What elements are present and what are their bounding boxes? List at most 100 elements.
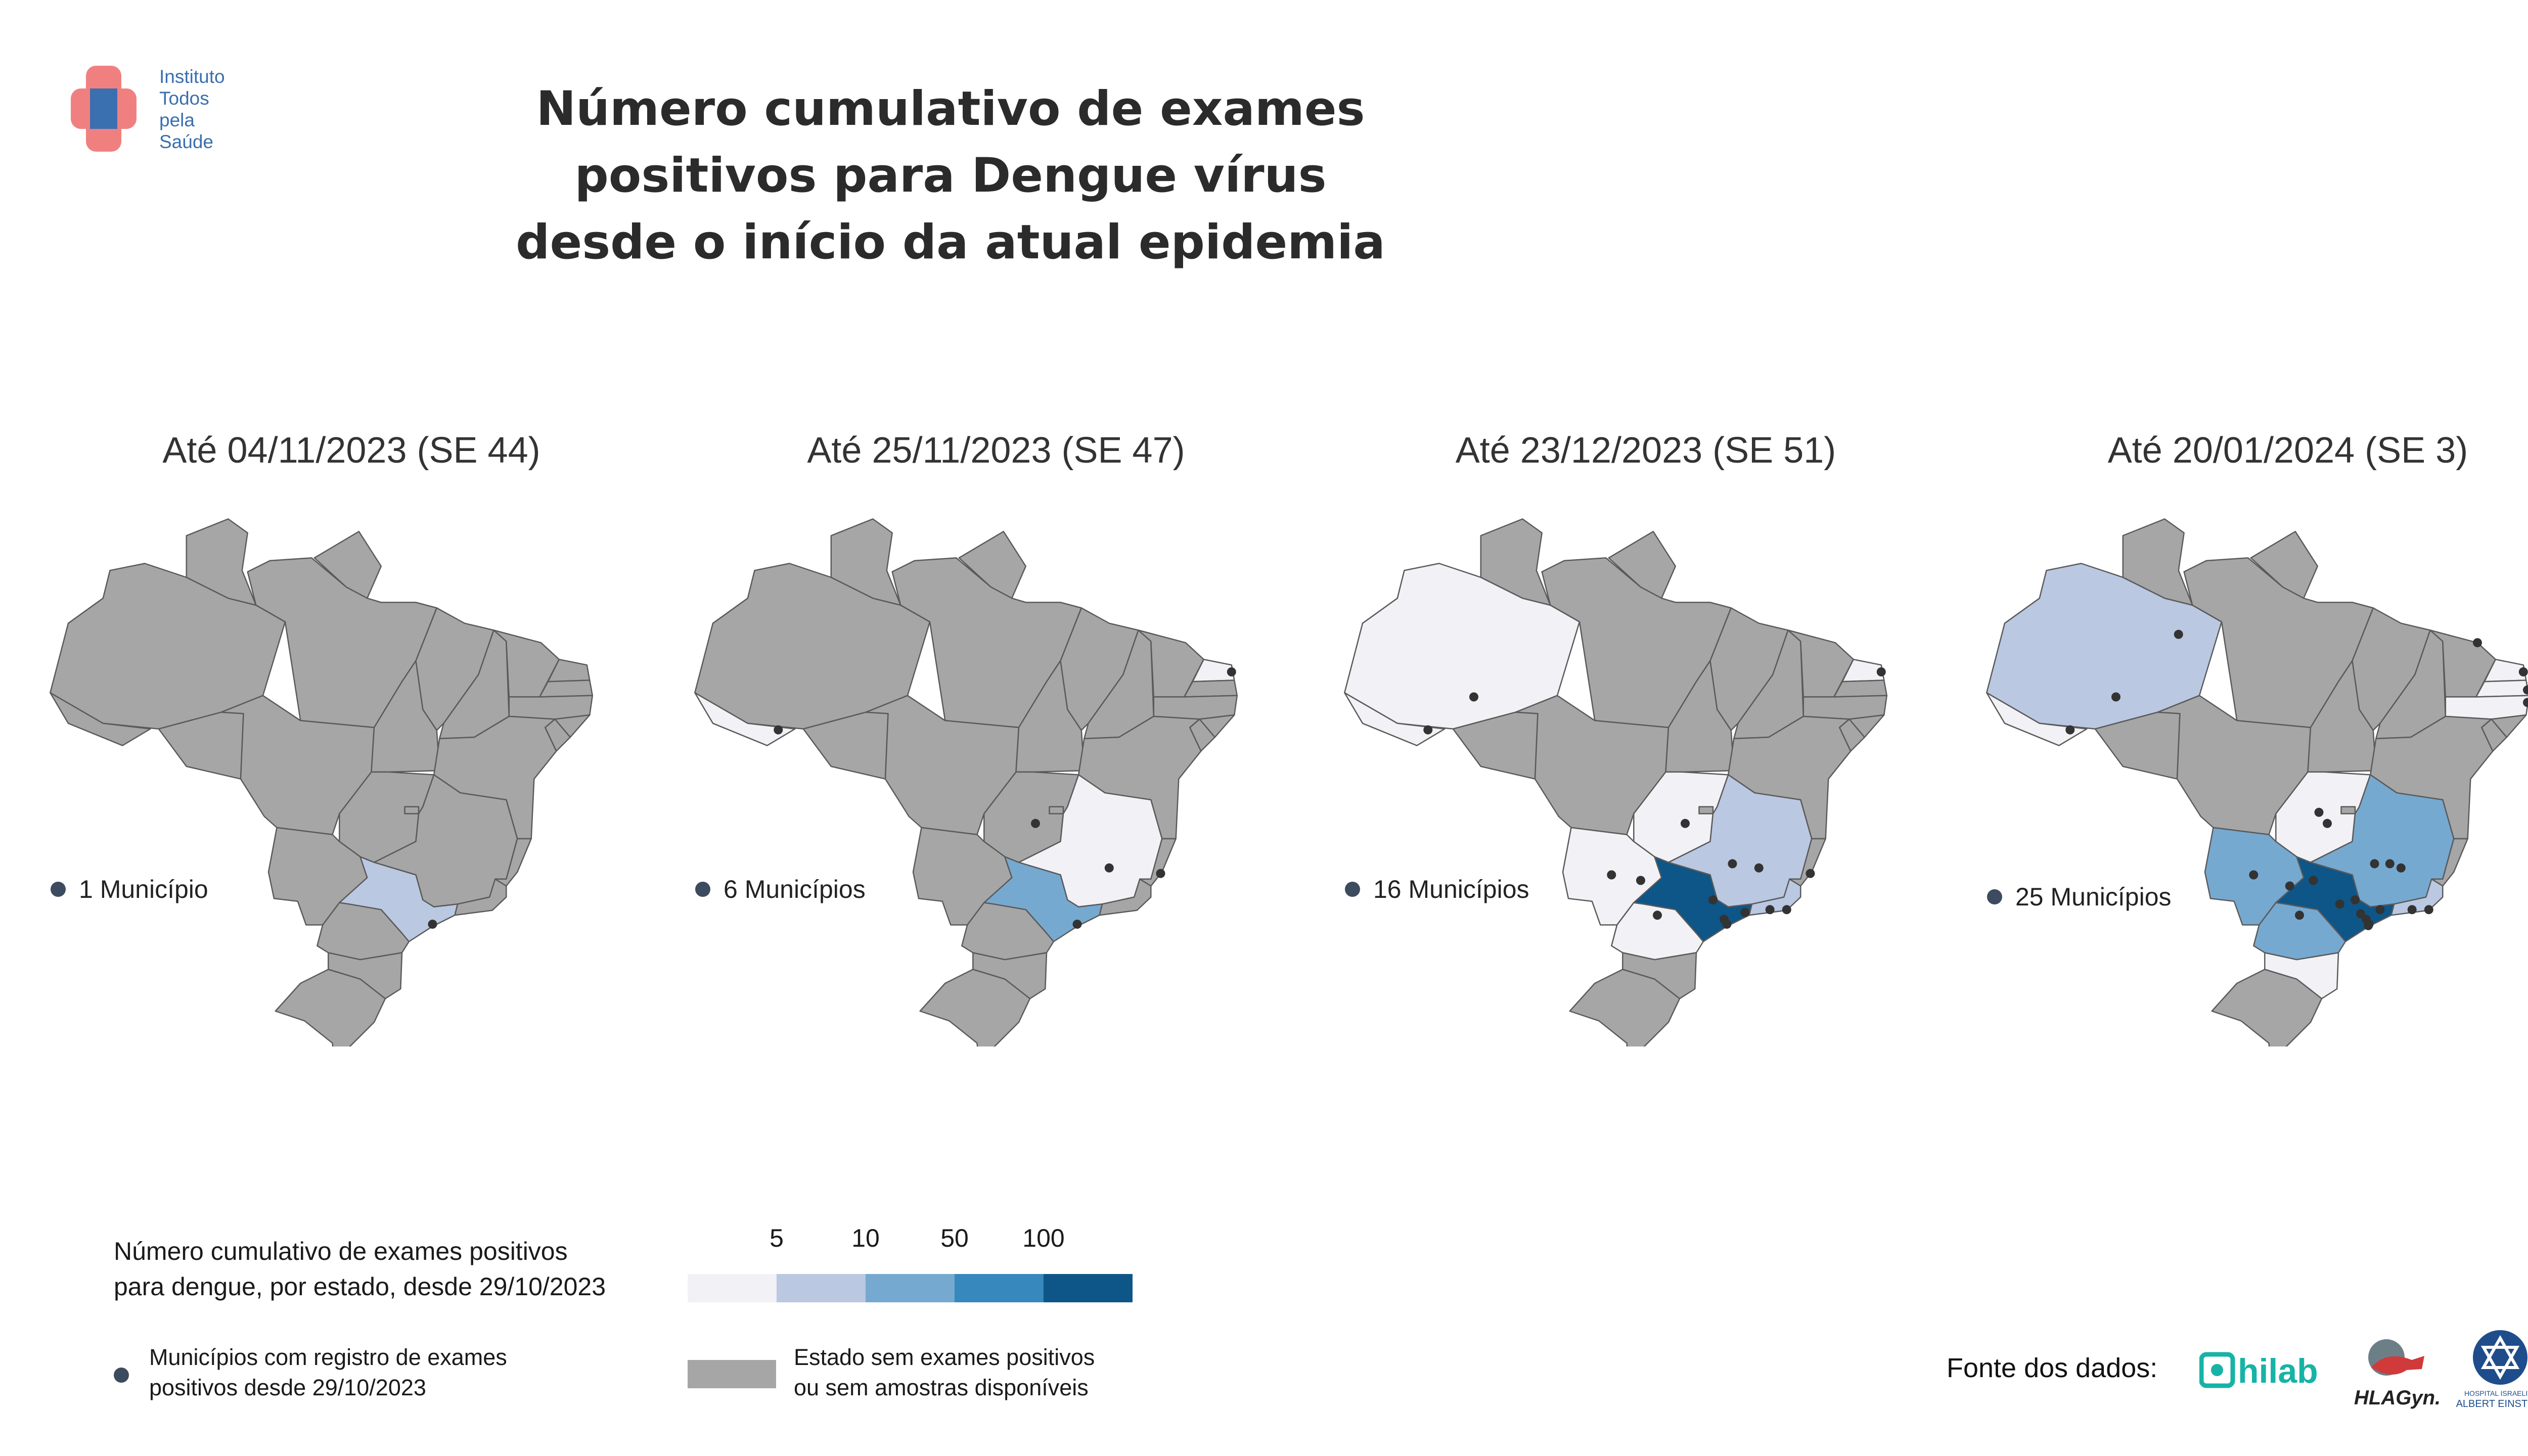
einstein-logo-line-1: HOSPITAL ISRAELITA [2464,1389,2528,1397]
color-scale-swatch-2 [777,1274,866,1302]
hlagyn-logo: HLAGyn. [2354,1339,2441,1409]
state-mt [865,695,1020,836]
legend-ticks: 5 10 50 100 [688,1223,1133,1259]
todos-pela-saude-logo: Instituto Todos pela Saúde [71,66,313,162]
municipios-count: 16 Municípios [1345,875,1529,904]
municipality-dot-icon [695,881,710,897]
color-scale-swatch-4 [955,1274,1044,1302]
municipios-label: 16 Municípios [1373,875,1529,903]
state-mt [1515,695,1669,836]
municipality-dot [1469,692,1478,702]
municipality-dot [2396,863,2406,873]
logo-word-2: Todos [159,88,209,109]
municipality-dot-icon [114,1368,129,1383]
state-rr [1480,518,1551,606]
map-panel-se44: Até 04/11/2023 (SE 44) 1 Município [30,420,672,1046]
cross-logo-icon [71,66,137,152]
no-data-swatch [688,1360,776,1388]
municipality-dot [1636,876,1645,885]
municipality-dot [1728,859,1737,869]
legend-no-data-text: Estado sem exames positivos ou sem amost… [794,1342,1249,1403]
state-ac [1986,692,2088,746]
logo-word-3: pela [159,110,195,130]
legend-title-line-1: Número cumulativo de exames positivos [114,1237,568,1265]
state-pb [539,679,594,698]
state-mt [220,695,375,836]
municipality-dot [2174,629,2183,639]
title-line-2: desde o início da atual epidemia [516,215,1385,270]
page-title: Número cumulativo de exames positivos pa… [455,76,1446,276]
municipality-dot [2523,685,2528,695]
legend-tick: 10 [851,1224,880,1252]
legend-tick: 100 [1022,1224,1065,1252]
brazil-map [1986,518,2528,1046]
color-scale-swatch-5 [1044,1274,1133,1302]
legend-no-data-line-1: Estado sem exames positivos [794,1344,1095,1370]
municipality-dot [2407,905,2417,915]
municipality-dot [2111,692,2120,702]
municipality-dot [2364,921,2373,930]
municipality-dot [1031,818,1040,828]
municipality-dot [1876,667,1886,676]
municipality-dot-icon [1345,881,1360,897]
legend-title: Número cumulativo de exames positivos pa… [114,1234,670,1304]
municipality-dot [1782,905,1791,915]
municipality-dot [1754,863,1764,873]
municipality-dot [2335,899,2344,909]
source-label: Fonte dos dados: [1947,1353,2158,1383]
state-pe [2445,695,2528,720]
municipality-dot [2385,859,2395,869]
panel-title: Até 20/01/2024 (SE 3) [2107,430,2468,471]
municipios-count: 1 Município [51,875,208,904]
municipality-dot [2351,895,2360,904]
state-rs [1569,969,1681,1046]
state-mt [2157,695,2312,836]
panel-title: Até 25/11/2023 (SE 47) [807,430,1185,471]
municipality-dot [774,725,783,735]
municipality-dot [1072,920,1082,929]
state-rs [275,969,386,1046]
municipality-dot-icon [1987,889,2002,904]
logo-wordmark: Instituto Todos pela Saúde [159,66,225,153]
hlagyn-logo-text: HLAGyn. [2354,1387,2441,1409]
municipality-dot [2375,905,2385,915]
municipality-dot [2518,667,2528,676]
title-line-1: Número cumulativo de exames positivos pa… [536,81,1365,203]
panel-title: Até 23/12/2023 (SE 51) [1455,430,1836,471]
municipality-dot [2473,638,2482,648]
municipios-count: 6 Municípios [695,875,866,904]
state-df [1049,806,1064,814]
municipality-dot [2370,859,2379,869]
state-ac [50,692,151,746]
municipality-dot [1805,869,1815,878]
municipality-dot [1722,920,1732,929]
state-rs [2211,969,2323,1046]
municipios-label: 25 Municípios [2015,883,2172,911]
municipios-count: 25 Municípios [1987,882,2172,912]
municipality-dot [1765,905,1775,915]
municipality-dot [2356,909,2365,919]
state-rs [919,969,1031,1046]
municipality-dot [1104,863,1114,873]
state-ac [1344,692,1446,746]
logo-word-4: Saúde [159,131,213,152]
municipality-dot [2249,870,2259,880]
legend-title-line-2: para dengue, por estado, desde 29/10/202… [114,1272,606,1301]
state-rr [830,518,901,606]
state-df [2340,806,2356,814]
municipios-label: 1 Município [79,875,208,903]
panel-title: Até 04/11/2023 (SE 44) [162,430,540,471]
brazil-map [50,518,594,1046]
brazil-map [1344,518,1888,1046]
einstein-logo: HOSPITAL ISRAELITA ALBERT EINSTEIN [2456,1330,2528,1409]
municipality-dot [1708,895,1718,904]
state-pb [2475,679,2528,698]
municipality-dot [1681,818,1690,828]
state-rr [2122,518,2193,606]
municipality-dot [1653,911,1662,920]
legend-municipios-line-2: positivos desde 29/10/2023 [149,1375,426,1400]
municipality-dot [428,920,437,929]
municipality-dot [1740,907,1750,917]
hilab-logo-text: hilab [2238,1352,2318,1390]
color-scale-swatch-1 [688,1274,777,1302]
